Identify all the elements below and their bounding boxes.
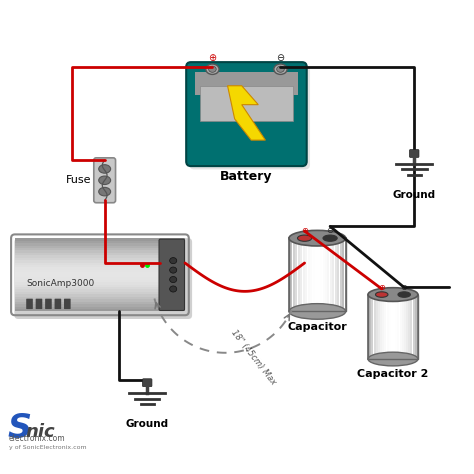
Bar: [15, 287, 185, 290]
Text: y of SonicElectronix.com: y of SonicElectronix.com: [9, 445, 86, 450]
Ellipse shape: [277, 66, 284, 73]
FancyBboxPatch shape: [94, 158, 116, 203]
Ellipse shape: [170, 276, 177, 283]
FancyBboxPatch shape: [195, 72, 298, 95]
FancyBboxPatch shape: [45, 299, 52, 309]
Ellipse shape: [170, 257, 177, 264]
Bar: [15, 304, 185, 307]
Bar: [15, 296, 185, 299]
FancyBboxPatch shape: [201, 86, 292, 121]
Text: Capacitor 2: Capacitor 2: [357, 369, 428, 379]
Ellipse shape: [368, 288, 418, 301]
Text: ⊖: ⊖: [276, 54, 284, 64]
Bar: [15, 237, 185, 241]
Bar: [15, 309, 185, 311]
Ellipse shape: [323, 235, 337, 241]
Bar: [15, 289, 185, 292]
Text: Battery: Battery: [220, 170, 273, 183]
FancyBboxPatch shape: [14, 238, 192, 319]
Bar: [15, 262, 185, 265]
Text: Ground: Ground: [126, 419, 169, 429]
Bar: [15, 243, 185, 246]
Bar: [15, 250, 185, 253]
Bar: [15, 299, 185, 301]
Bar: [15, 284, 185, 287]
Bar: [15, 240, 185, 243]
FancyBboxPatch shape: [190, 65, 310, 169]
Bar: [15, 255, 185, 258]
Bar: [15, 247, 185, 250]
Text: 18" (45cm) Max: 18" (45cm) Max: [229, 328, 278, 387]
Bar: [15, 301, 185, 304]
Text: Ground: Ground: [392, 190, 436, 200]
Ellipse shape: [170, 267, 177, 273]
Ellipse shape: [368, 352, 418, 366]
Bar: [15, 294, 185, 297]
Ellipse shape: [298, 235, 312, 241]
Bar: [15, 272, 185, 275]
FancyBboxPatch shape: [64, 299, 71, 309]
Text: ⊕: ⊕: [301, 226, 308, 235]
FancyBboxPatch shape: [186, 62, 307, 166]
Bar: [15, 277, 185, 280]
Ellipse shape: [209, 66, 216, 73]
Ellipse shape: [375, 292, 388, 297]
Text: ⊖: ⊖: [327, 226, 334, 235]
Text: SonicAmp3000: SonicAmp3000: [27, 279, 95, 288]
Polygon shape: [228, 86, 265, 140]
FancyBboxPatch shape: [159, 239, 184, 310]
Ellipse shape: [398, 292, 410, 297]
Bar: [15, 292, 185, 294]
Bar: [15, 306, 185, 309]
Bar: [15, 245, 185, 248]
FancyBboxPatch shape: [143, 379, 152, 387]
Text: electronix.com: electronix.com: [9, 434, 65, 443]
Bar: [15, 282, 185, 284]
Bar: [15, 279, 185, 282]
Bar: [15, 269, 185, 273]
Ellipse shape: [274, 64, 287, 74]
Text: nic: nic: [25, 423, 55, 441]
Text: S: S: [8, 412, 32, 445]
FancyBboxPatch shape: [410, 150, 419, 157]
Text: ⊕: ⊕: [378, 283, 385, 292]
Text: Fuse: Fuse: [66, 175, 91, 185]
Bar: [15, 252, 185, 255]
Ellipse shape: [99, 176, 110, 184]
Bar: [15, 257, 185, 260]
FancyBboxPatch shape: [26, 299, 33, 309]
Bar: [15, 264, 185, 267]
Ellipse shape: [289, 230, 346, 246]
Text: Capacitor: Capacitor: [287, 322, 347, 332]
Text: ⊖: ⊖: [401, 283, 408, 292]
Ellipse shape: [289, 304, 346, 319]
Ellipse shape: [170, 286, 177, 292]
Bar: [15, 267, 185, 270]
Bar: [15, 274, 185, 277]
Ellipse shape: [99, 187, 110, 196]
Ellipse shape: [206, 64, 219, 74]
Text: ⊕: ⊕: [209, 54, 217, 64]
Ellipse shape: [99, 164, 110, 173]
FancyBboxPatch shape: [55, 299, 61, 309]
FancyBboxPatch shape: [36, 299, 42, 309]
Bar: [15, 260, 185, 263]
